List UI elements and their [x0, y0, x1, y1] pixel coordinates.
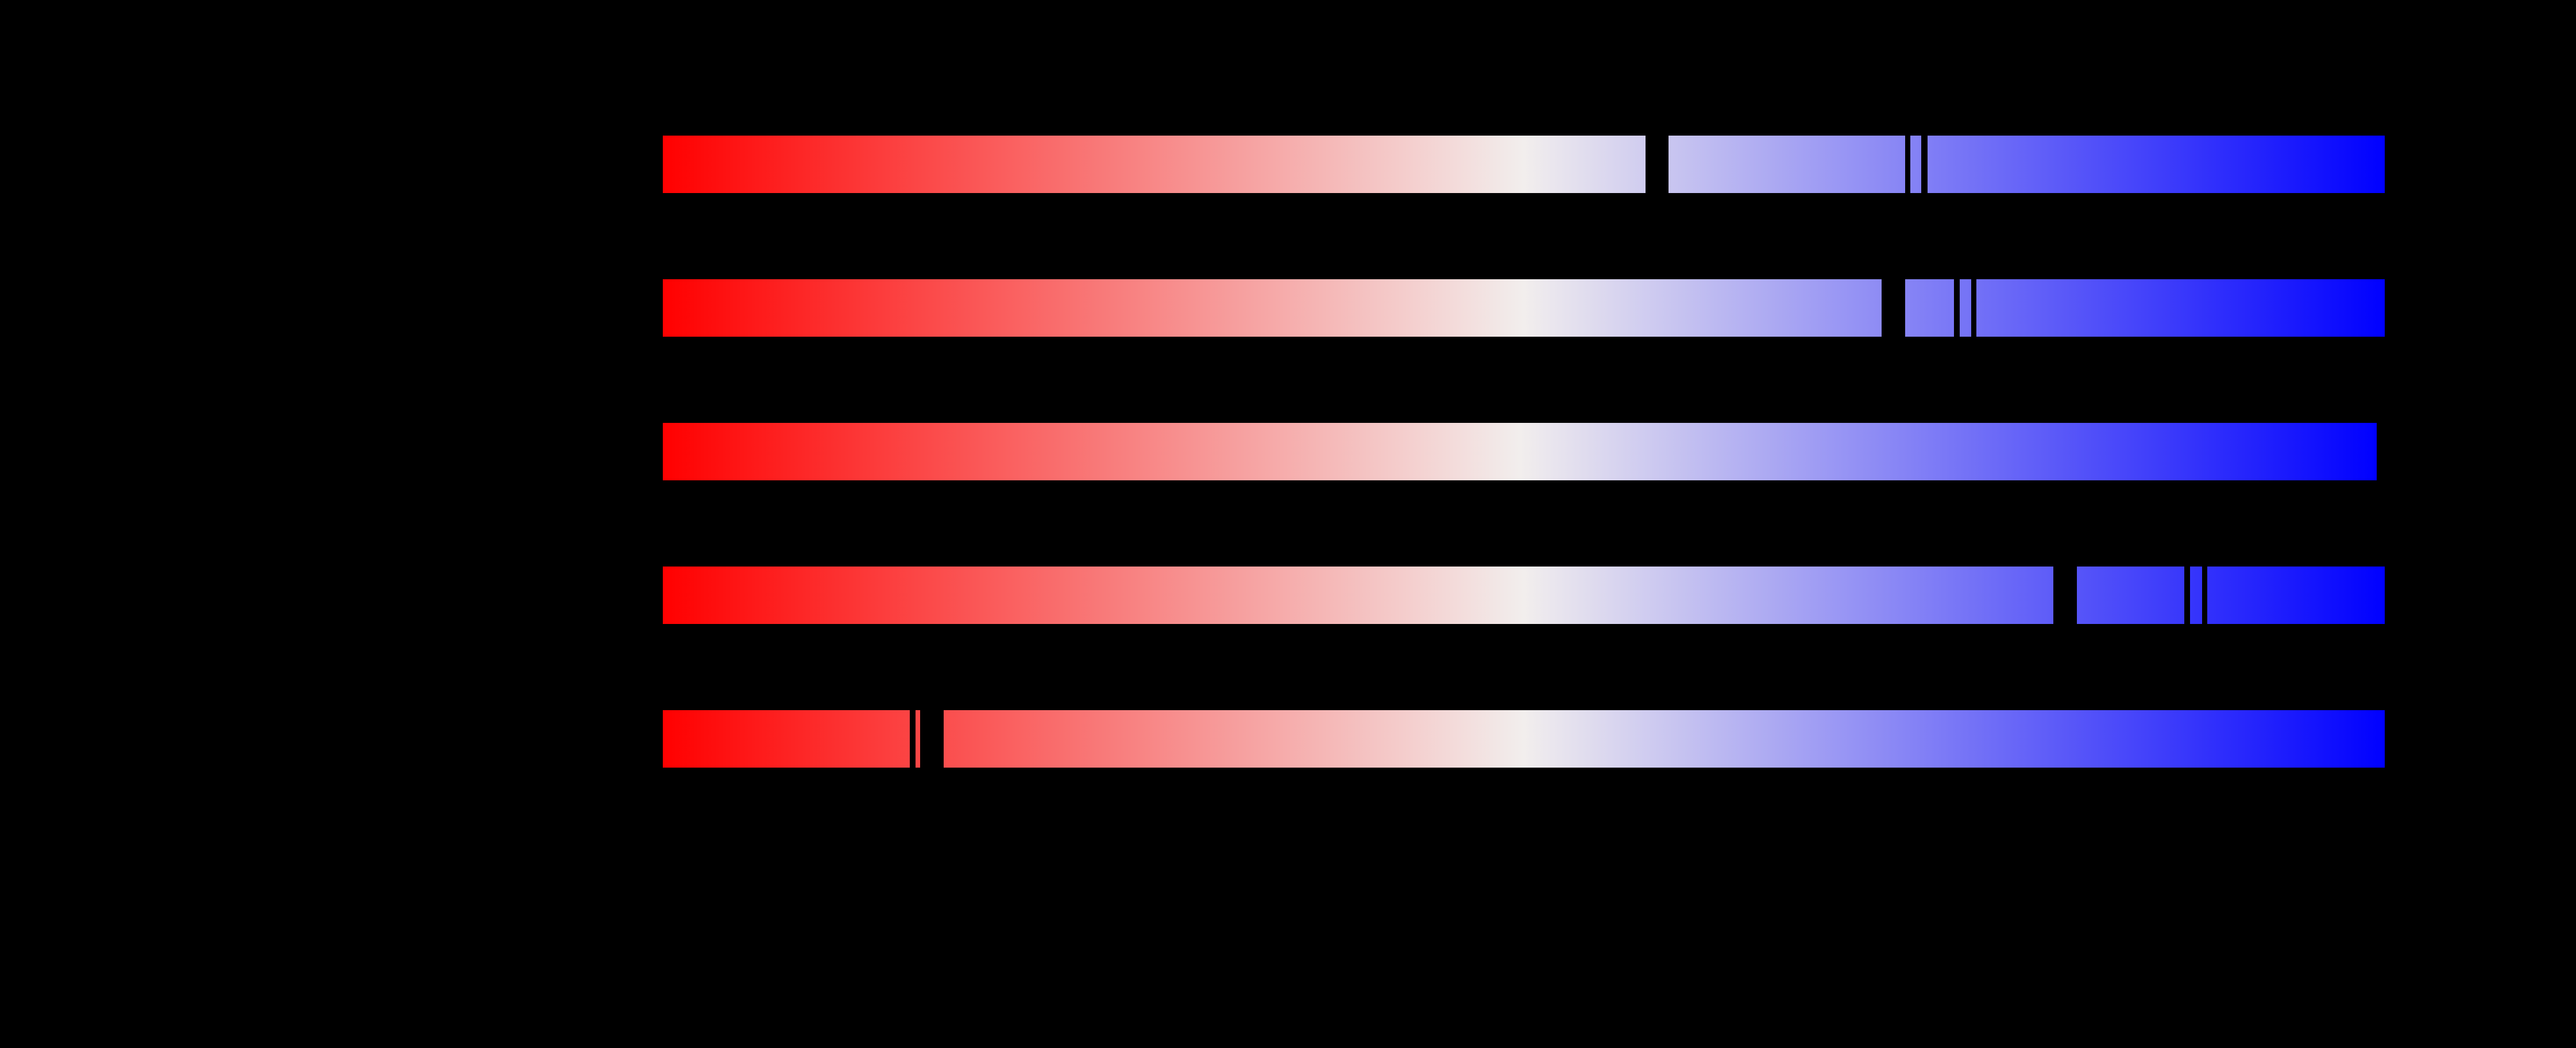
- marker-thick: [2053, 566, 2077, 625]
- strip-4: [663, 566, 2385, 625]
- marker-thick: [1882, 279, 1905, 337]
- marker-thin: [2202, 566, 2207, 625]
- marker-thick: [1646, 135, 1669, 194]
- strip-1: [663, 135, 2385, 194]
- marker-thin: [1954, 279, 1960, 337]
- marker-thick: [920, 710, 944, 768]
- strip-2: [663, 279, 2385, 337]
- marker-thin: [1905, 135, 1910, 194]
- marker-thin: [910, 710, 916, 768]
- marker-thin: [1921, 135, 1928, 194]
- marker-thin: [2184, 566, 2190, 625]
- strip-3: [663, 423, 2377, 480]
- strip-5: [663, 710, 2385, 768]
- marker-thin: [1971, 279, 1976, 337]
